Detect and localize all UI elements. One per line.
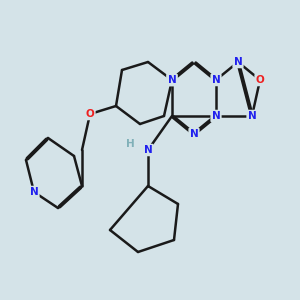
Text: N: N bbox=[144, 145, 152, 155]
Text: N: N bbox=[168, 75, 176, 85]
Text: N: N bbox=[212, 75, 220, 85]
Text: N: N bbox=[30, 187, 38, 197]
Text: O: O bbox=[85, 109, 94, 119]
Text: N: N bbox=[190, 129, 198, 139]
Text: N: N bbox=[168, 75, 176, 85]
Text: O: O bbox=[256, 75, 264, 85]
Text: N: N bbox=[248, 111, 256, 121]
Text: H: H bbox=[126, 139, 134, 149]
Text: N: N bbox=[212, 111, 220, 121]
Text: N: N bbox=[234, 57, 242, 67]
